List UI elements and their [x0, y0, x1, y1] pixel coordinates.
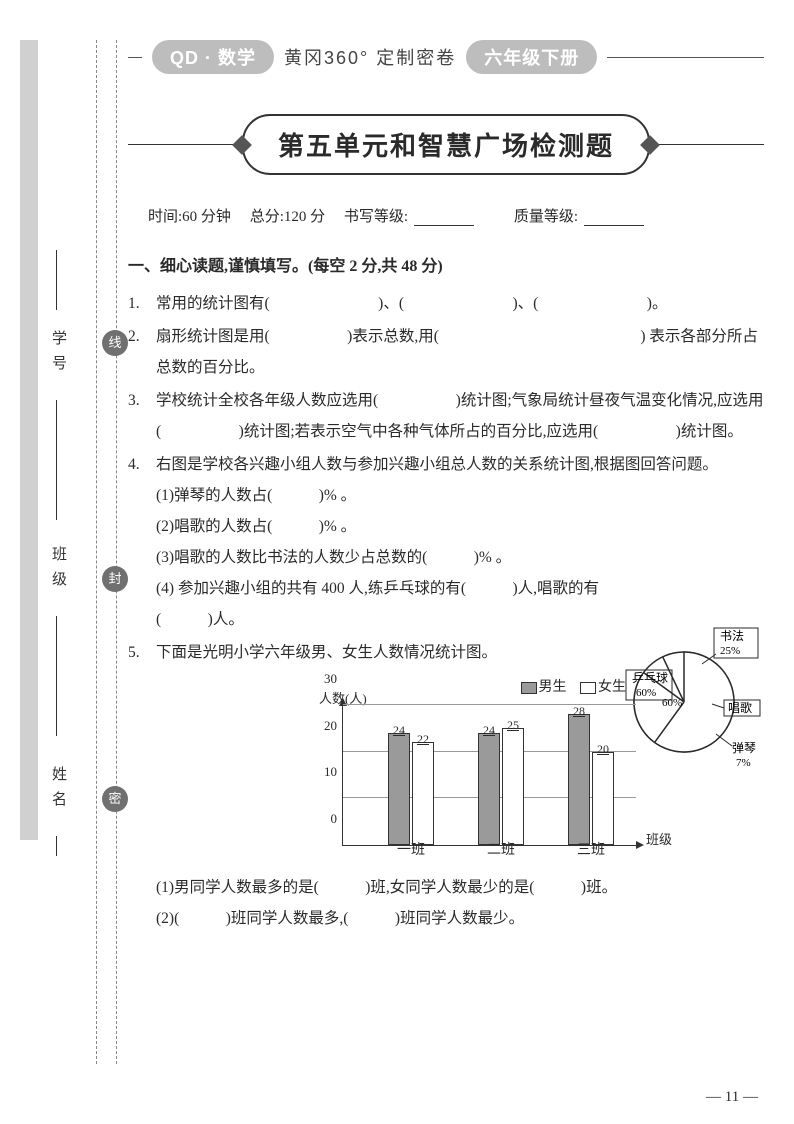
pie-piano-pct: 7% [736, 757, 751, 769]
meta-total: 总分:120 分 [250, 209, 325, 225]
bar-male: 24 [388, 733, 410, 845]
pie-chart: 60% 书法 25% 乒乓球 60% 唱歌 弹琴 7% [624, 616, 764, 756]
bar-group: 2425二班 [473, 728, 529, 845]
q4-4: (4) 参加兴趣小组的共有 400 人,练乒乓球的有( )人,唱歌的有( )人。 [156, 573, 614, 635]
x-tick-label: 三班 [577, 837, 605, 865]
legend-male: 男生 [539, 680, 567, 695]
content: 1.常用的统计图有( )、( )、( )。 2.扇形统计图是用( )表示总数,用… [128, 288, 764, 934]
seal-feng: 封 [102, 566, 128, 592]
x-tick-label: 一班 [397, 837, 425, 865]
vlabel-banji: 班级 [48, 546, 69, 596]
q3: 学校统计全校各年级人数应选用( )统计图;气象局统计昼夜气温变化情况,应选用( … [156, 385, 764, 447]
pie-label-piano: 弹琴 [732, 741, 756, 755]
x-axis-title: 班级 [646, 827, 672, 853]
pie-label-pingpong: 乒乓球 [632, 671, 668, 685]
meta-writing: 书写等级: [344, 209, 408, 225]
left-gray-strip [20, 40, 38, 840]
y-tick-label: 0 [297, 806, 337, 832]
meta-time: 时间:60 分钟 [148, 209, 231, 225]
legend-male-swatch [521, 682, 537, 694]
q4-2: (2)唱歌的人数占( )% 。 [156, 511, 614, 542]
vline [56, 400, 57, 520]
pie-calligraphy-pct: 25% [720, 645, 740, 657]
q5-1: (1)男同学人数最多的是( )班,女同学人数最少的是( )班。 [156, 872, 764, 903]
cut-dash-line-2 [116, 40, 117, 1064]
y-tick-label: 10 [297, 759, 337, 785]
header-row: QD · 数学 黄冈360° 定制密卷 六年级下册 [128, 40, 764, 74]
bar-chart: 男生 女生 人数(人) 班级 01020302422一班2425二班2820三班 [296, 674, 636, 846]
pie-pingpong-pct2: 60% [636, 687, 656, 699]
bar-group: 2820三班 [563, 714, 619, 845]
bar-male: 24 [478, 733, 500, 845]
vline [56, 250, 57, 310]
cut-dash-line-1 [96, 40, 97, 1064]
bar-female: 22 [412, 742, 434, 845]
page-title: 第五单元和智慧广场检测题 [242, 114, 650, 175]
x-tick-label: 二班 [487, 837, 515, 865]
q1: 常用的统计图有( )、( )、( )。 [156, 288, 764, 319]
y-tick-label: 30 [297, 666, 337, 692]
bar-female: 25 [502, 728, 524, 845]
pie-label-singing: 唱歌 [728, 700, 752, 715]
bar-male: 28 [568, 714, 590, 845]
vline [56, 616, 57, 736]
section-1-heading: 一、细心读题,谨慎填写。(每空 2 分,共 48 分) [128, 252, 764, 276]
q4-1: (1)弹琴的人数占( )% 。 [156, 480, 614, 511]
page-number: — 11 — [706, 1089, 758, 1106]
y-tick-label: 20 [297, 713, 337, 739]
q5-2: (2)( )班同学人数最多,( )班同学人数最少。 [156, 903, 764, 934]
q2: 扇形统计图是用( )表示总数,用( ) 表示各部分所占总数的百分比。 [156, 321, 764, 383]
q4-stem: 右图是学校各兴趣小组人数与参加兴趣小组总人数的关系统计图,根据图回答问题。 [156, 449, 764, 480]
header-pill-left: QD · 数学 [152, 40, 274, 74]
bar-group: 2422一班 [383, 733, 439, 845]
vline [56, 836, 57, 856]
q4-3: (3)唱歌的人数比书法的人数少占总数的( )% 。 [156, 542, 614, 573]
legend-female: 女生 [598, 680, 626, 695]
bar-female: 20 [592, 752, 614, 845]
vlabel-xuehao: 学号 [48, 330, 69, 380]
header-mid: 黄冈360° 定制密卷 [284, 44, 456, 70]
header-pill-right: 六年级下册 [466, 40, 597, 74]
vlabel-xingming: 姓名 [48, 766, 69, 816]
arrow-right-icon [636, 841, 644, 849]
exam-meta: 时间:60 分钟 总分:120 分 书写等级: 质量等级: [148, 205, 764, 226]
pie-label-calligraphy: 书法 [720, 629, 744, 643]
meta-quality: 质量等级: [514, 209, 578, 225]
seal-xian: 线 [102, 330, 128, 356]
seal-mi: 密 [102, 786, 128, 812]
title-capsule: 第五单元和智慧广场检测题 [128, 114, 764, 175]
legend-female-swatch [580, 682, 596, 694]
